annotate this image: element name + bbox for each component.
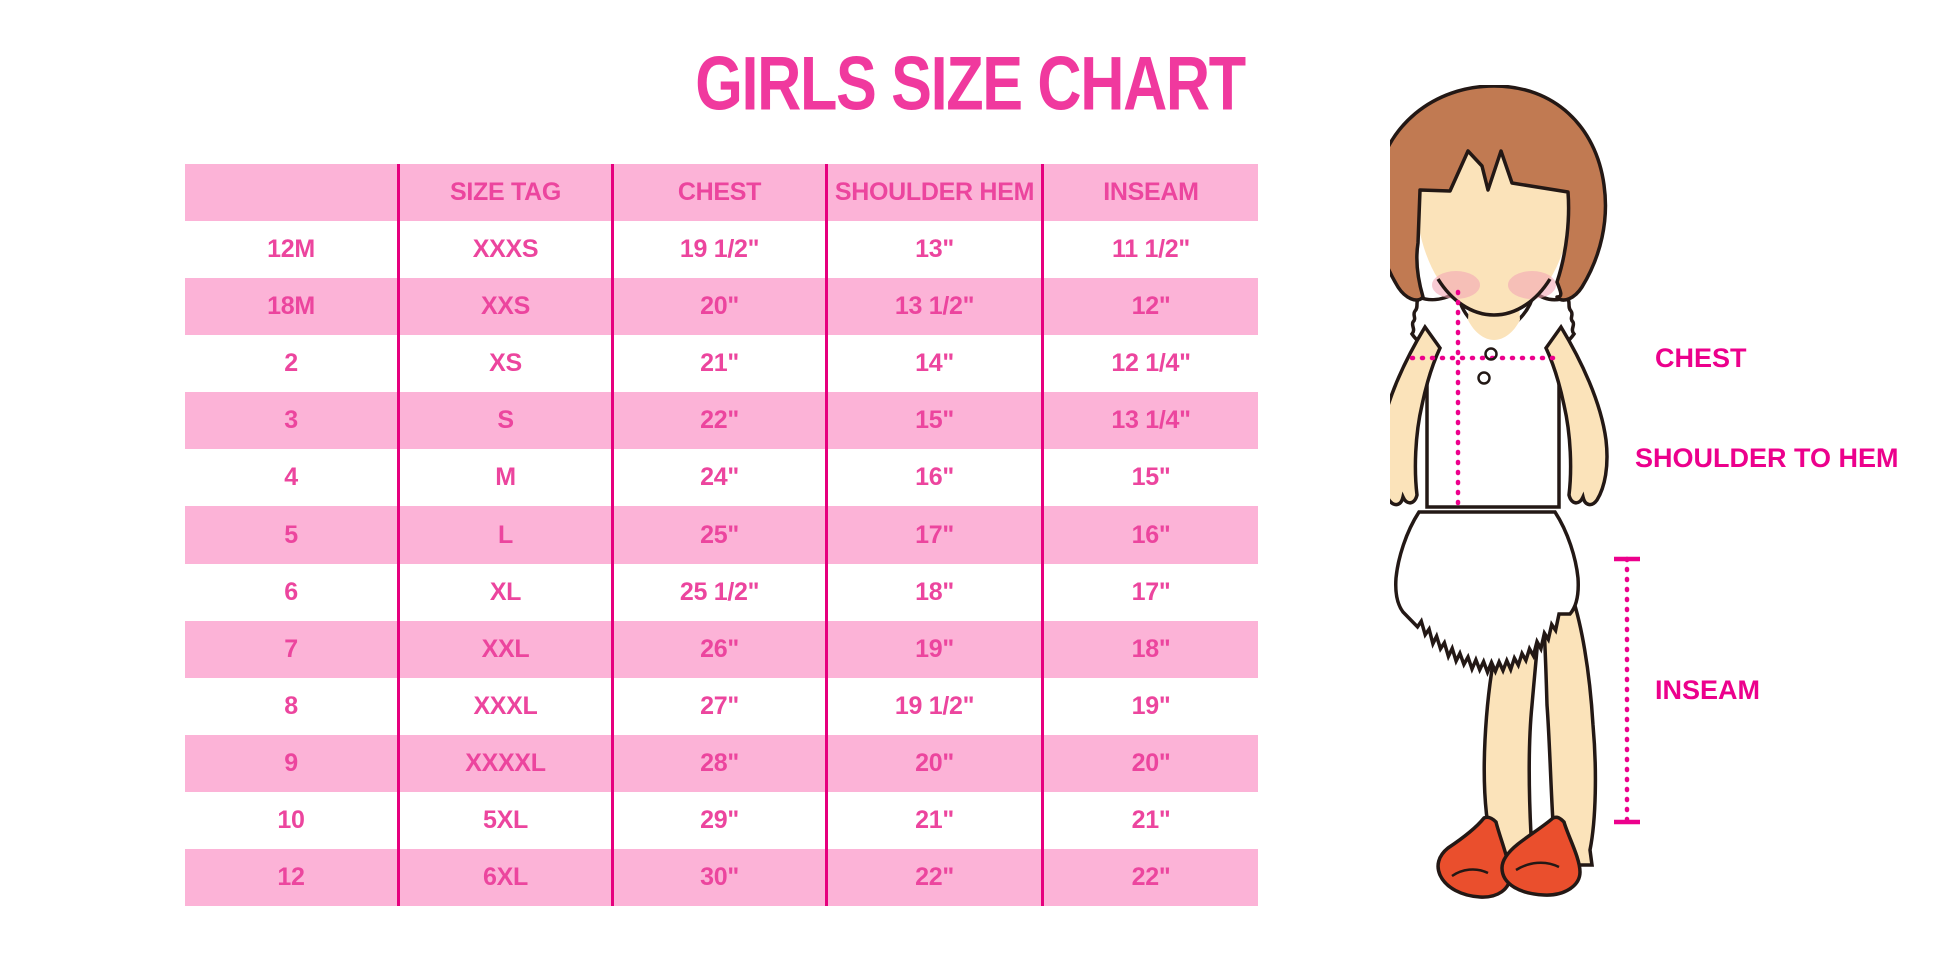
svg-text:SHOULDER TO HEM: SHOULDER TO HEM <box>1635 443 1899 473</box>
svg-text:CHEST: CHEST <box>1655 343 1747 373</box>
svg-text:INSEAM: INSEAM <box>1655 675 1760 705</box>
